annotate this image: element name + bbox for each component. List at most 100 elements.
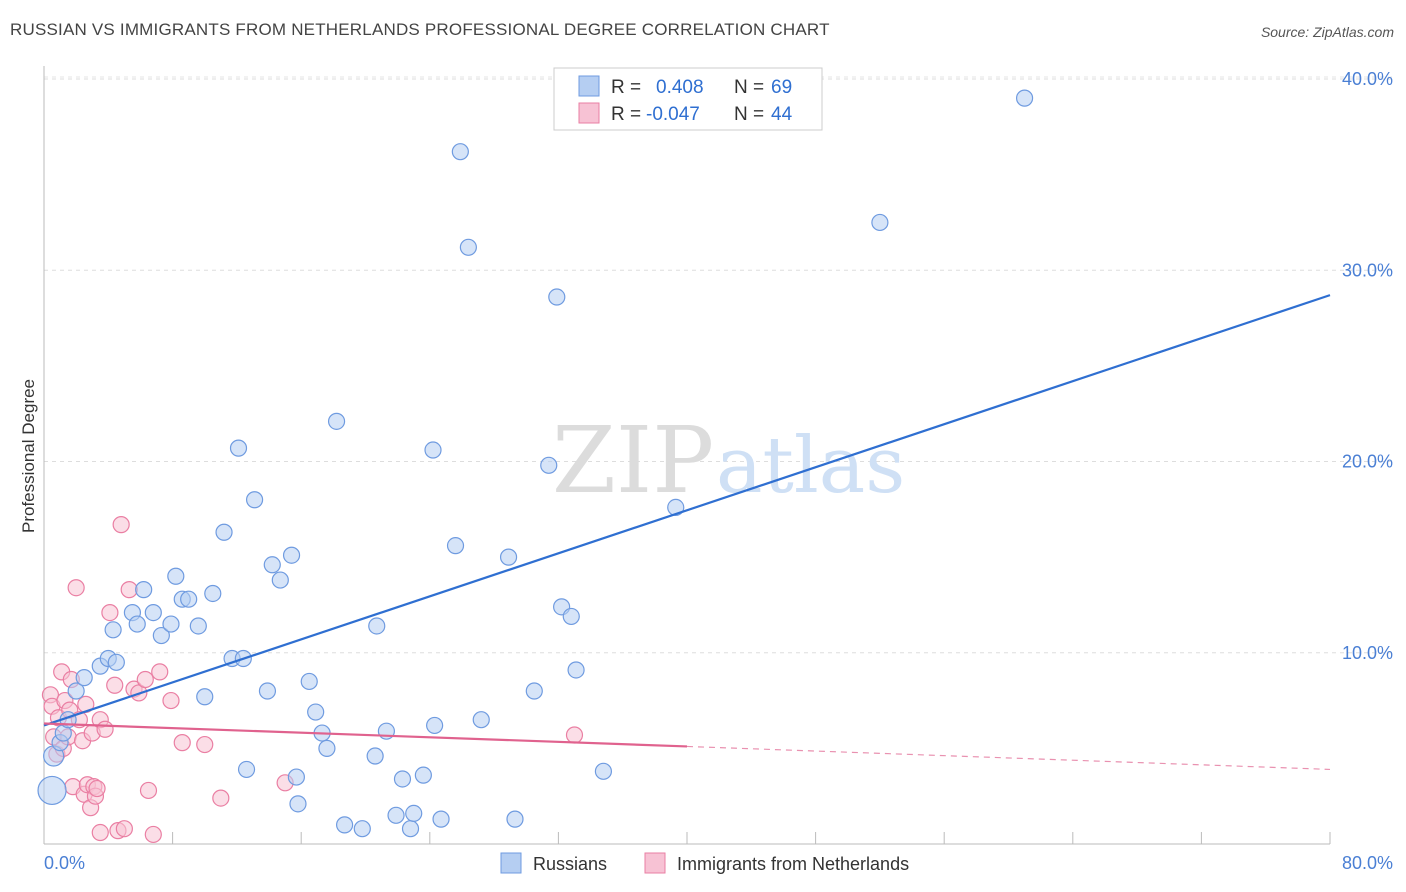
russians-point [162, 615, 180, 633]
netherlands-point [88, 779, 106, 798]
y-axis-title: Professional Degree [19, 379, 38, 533]
russians-point [287, 768, 305, 786]
russians-point [459, 238, 477, 256]
y-tick-label: 30.0% [1342, 260, 1393, 280]
netherlands-point [120, 581, 138, 599]
russians-point [327, 412, 346, 430]
russians-point [446, 537, 465, 555]
trend-line-russians [43, 294, 1331, 727]
russians-point [525, 682, 543, 700]
netherlands-points [41, 516, 584, 844]
netherlands-point [112, 516, 130, 534]
bottom-legend-swatch-russians [500, 852, 522, 874]
netherlands-point [91, 823, 109, 842]
russians-point [1015, 89, 1034, 107]
russians-point [506, 810, 524, 828]
russians-point [401, 820, 420, 838]
bottom-legend-label-netherlands: Immigrants from Netherlands [677, 854, 909, 874]
russians-point [307, 703, 325, 721]
legend-r-value-russians: 0.408 [656, 77, 704, 98]
netherlands-point [96, 720, 114, 738]
netherlands-point [196, 735, 214, 754]
russians-point [499, 548, 518, 566]
russians-point [451, 143, 469, 161]
bottom-legend: Russians Immigrants from Netherlands [500, 852, 909, 874]
russians-points [37, 89, 1034, 838]
bottom-legend-label-russians: Russians [533, 854, 607, 874]
legend: R = 0.408 N = 69 R = -0.047 N = 44 [553, 67, 823, 131]
russians-point [258, 682, 277, 700]
netherlands-point [144, 825, 162, 844]
netherlands-point [67, 579, 85, 597]
legend-r-value-netherlands: -0.047 [646, 104, 700, 125]
russians-point [245, 491, 264, 509]
legend-swatch-netherlands [578, 102, 600, 124]
y-tick-label: 20.0% [1342, 452, 1393, 472]
watermark: ZIP atlas [552, 407, 905, 514]
legend-swatch-russians [578, 75, 600, 97]
russians-point [393, 770, 412, 788]
russians-point [414, 766, 432, 784]
russians-point [128, 615, 146, 633]
russians-point [353, 820, 371, 838]
russians-point [196, 688, 214, 706]
legend-n-value-netherlands: 44 [771, 104, 793, 125]
trend-line-netherlands [43, 722, 688, 748]
russians-point [366, 747, 384, 765]
legend-r-label-netherlands: R = [611, 104, 641, 125]
russians-point [237, 760, 256, 779]
russians-point [229, 439, 248, 457]
x-tick-label-max: 80.0% [1342, 853, 1393, 873]
legend-n-label-netherlands: N = [734, 104, 764, 125]
russians-point [167, 567, 185, 585]
russians-point [594, 762, 613, 780]
russians-point [424, 441, 442, 459]
netherlands-point [115, 820, 133, 838]
source-credit: Source: ZipAtlas.com [1260, 24, 1394, 40]
russians-point [540, 456, 558, 474]
netherlands-point [101, 603, 119, 622]
y-tick-label: 10.0% [1342, 643, 1393, 663]
russians-point [472, 711, 490, 729]
russians-point [67, 682, 85, 700]
netherlands-point [162, 691, 180, 710]
netherlands-point [173, 734, 191, 752]
netherlands-point [139, 781, 158, 800]
netherlands-point [151, 663, 169, 681]
watermark-atlas: atlas [716, 421, 905, 511]
legend-n-value-russians: 69 [771, 77, 792, 98]
x-tick-labels: 0.0% 80.0% [44, 853, 1393, 873]
axes [43, 66, 1331, 845]
russians-point [37, 775, 67, 806]
russians-point [300, 672, 318, 691]
russians-point [871, 213, 889, 232]
russians-point [667, 498, 685, 516]
russians-point [289, 795, 307, 813]
russians-point [432, 810, 450, 828]
legend-n-label-russians: N = [734, 77, 764, 98]
russians-point [271, 571, 289, 589]
russians-point [180, 590, 198, 608]
russians-point [204, 584, 222, 603]
bottom-legend-swatch-netherlands [644, 852, 666, 874]
russians-point [368, 617, 386, 635]
russians-point [215, 523, 233, 541]
y-tick-labels: 10.0% 20.0% 30.0% 40.0% [1342, 69, 1393, 663]
netherlands-point [136, 670, 154, 689]
russians-point [562, 607, 580, 626]
russians-point [152, 626, 170, 645]
grid-lines [44, 76, 1392, 654]
netherlands-point [212, 789, 230, 807]
russians-point [75, 669, 93, 687]
russians-point [135, 581, 153, 599]
x-tick-label-min: 0.0% [44, 853, 85, 873]
russians-point [144, 603, 162, 622]
y-tick-label: 40.0% [1342, 69, 1393, 89]
russians-point [189, 617, 207, 635]
russians-point [336, 816, 354, 834]
russians-point [567, 661, 585, 679]
russians-point [107, 653, 125, 671]
russians-point [282, 546, 301, 564]
russians-point [426, 716, 444, 735]
